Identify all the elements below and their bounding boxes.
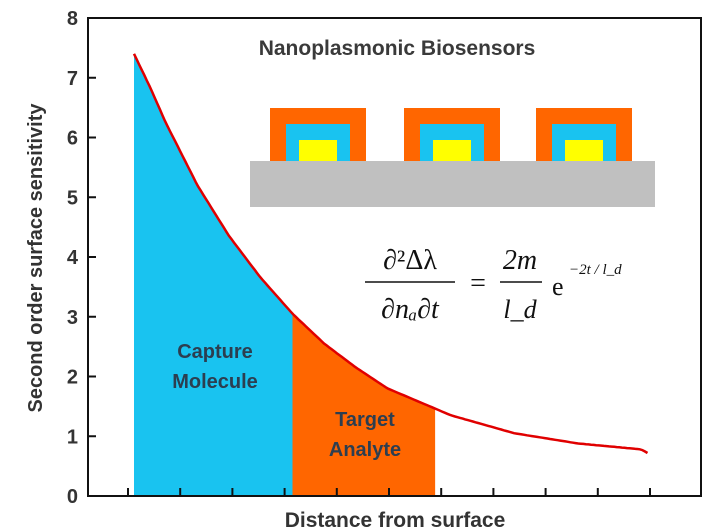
y-tick-label-1: 1 [67, 426, 78, 448]
nanoparticle-inset [250, 108, 655, 207]
equation-lhs-denominator: ∂nₐ∂t [381, 294, 440, 325]
y-axis-ticks: 0 1 2 3 4 5 6 7 8 [67, 8, 96, 508]
region-label-target-line1: Target [335, 409, 395, 431]
y-tick-label-3: 3 [67, 307, 78, 329]
equation-lhs-numerator: ∂²Δλ [383, 245, 437, 276]
equation-rhs-numerator: 2m [503, 245, 537, 276]
y-tick-label-8: 8 [67, 8, 78, 30]
y-tick-label-5: 5 [67, 187, 78, 209]
nanoparticle-2 [536, 108, 632, 161]
y-tick-label-6: 6 [67, 128, 78, 150]
particle-core [299, 140, 337, 161]
y-tick-label-2: 2 [67, 367, 78, 389]
nanoparticle-1 [404, 108, 500, 161]
nanoparticle-0 [270, 108, 366, 161]
region-area-1 [292, 313, 436, 496]
x-axis-ticks [127, 488, 651, 496]
equation-exp-power: −2t / l_d [569, 262, 622, 278]
region-label-capture-line2: Molecule [172, 371, 258, 393]
equation-equals: = [470, 268, 486, 299]
sensitivity-curve [132, 53, 649, 455]
region-label-target-line2: Analyte [329, 439, 401, 461]
region-area-0 [134, 53, 293, 497]
y-tick-label-4: 4 [67, 247, 79, 269]
x-axis-label: Distance from surface [285, 509, 506, 532]
equation-rhs-denominator: l_d [503, 295, 537, 324]
particle-core [433, 140, 471, 161]
substrate [250, 161, 655, 207]
region-label-capture-line1: Capture [177, 341, 253, 363]
shaded-regions [134, 53, 436, 497]
particle-core [565, 140, 603, 161]
y-axis-label: Second order surface sensitivity [25, 103, 47, 413]
equation: ∂²Δλ ∂nₐ∂t = 2m l_d e −2t / l_d [365, 245, 622, 325]
y-tick-label-0: 0 [67, 486, 78, 508]
chart-title: Nanoplasmonic Biosensors [259, 37, 536, 60]
y-tick-label-7: 7 [67, 68, 78, 90]
equation-exp-base: e [552, 272, 564, 301]
